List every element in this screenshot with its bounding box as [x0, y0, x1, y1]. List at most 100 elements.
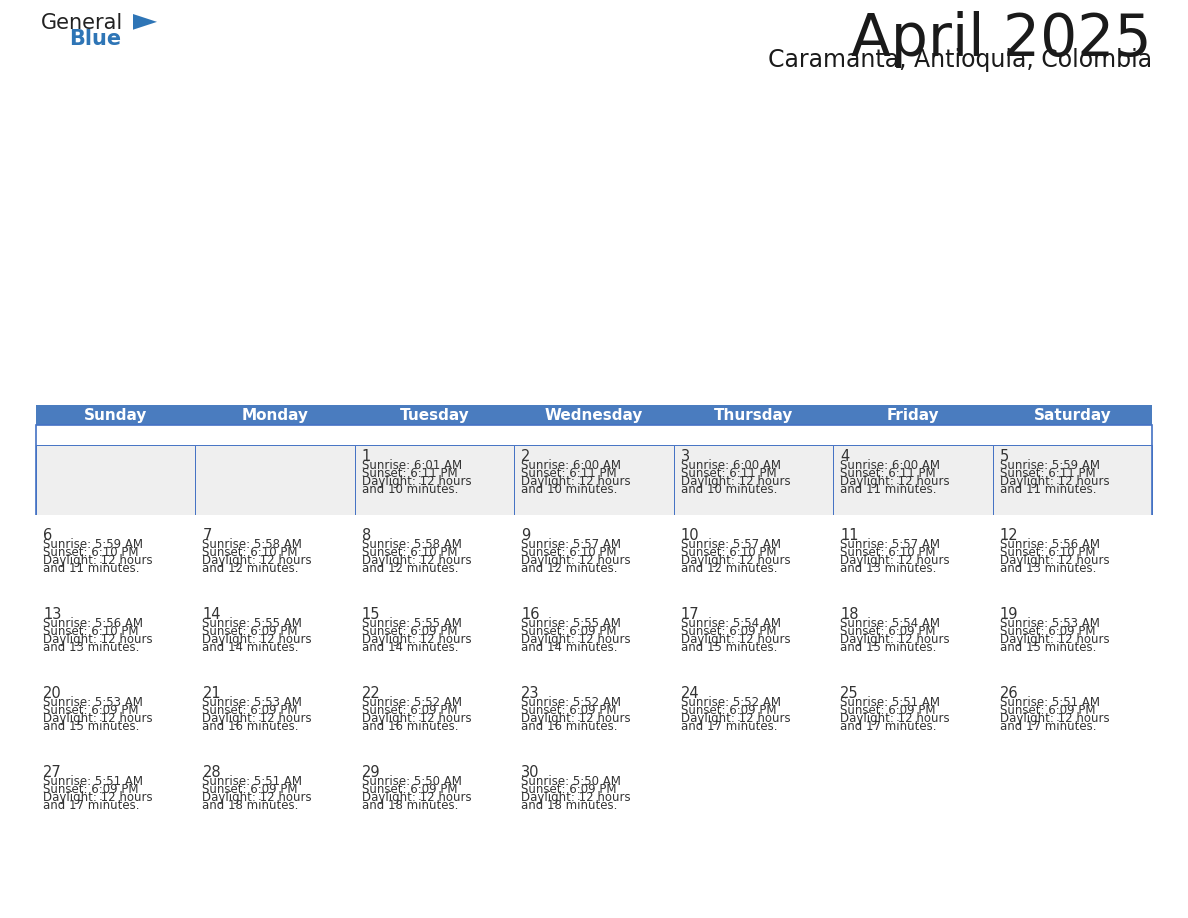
- Text: 28: 28: [202, 765, 221, 779]
- Text: Blue: Blue: [69, 28, 121, 49]
- Text: Sunset: 6:09 PM: Sunset: 6:09 PM: [840, 625, 936, 638]
- Text: Sunset: 6:09 PM: Sunset: 6:09 PM: [681, 704, 776, 717]
- Text: 6: 6: [43, 528, 52, 543]
- Text: Daylight: 12 hours: Daylight: 12 hours: [202, 554, 312, 567]
- Text: Thursday: Thursday: [714, 408, 794, 422]
- Bar: [355, 682, 514, 761]
- Text: Sunrise: 5:54 AM: Sunrise: 5:54 AM: [840, 617, 940, 630]
- Bar: [514, 445, 674, 524]
- Text: Sunset: 6:09 PM: Sunset: 6:09 PM: [681, 625, 776, 638]
- Text: Sunrise: 5:55 AM: Sunrise: 5:55 AM: [362, 617, 462, 630]
- Text: and 15 minutes.: and 15 minutes.: [681, 641, 777, 655]
- Bar: [36, 603, 196, 682]
- Text: Sunrise: 5:52 AM: Sunrise: 5:52 AM: [681, 696, 781, 709]
- Text: Sunrise: 5:58 AM: Sunrise: 5:58 AM: [362, 538, 462, 551]
- Polygon shape: [133, 14, 157, 29]
- Text: Sunrise: 5:57 AM: Sunrise: 5:57 AM: [681, 538, 781, 551]
- Text: Sunrise: 5:51 AM: Sunrise: 5:51 AM: [999, 696, 1100, 709]
- Bar: [196, 603, 355, 682]
- Text: Saturday: Saturday: [1034, 408, 1111, 422]
- Text: Daylight: 12 hours: Daylight: 12 hours: [840, 475, 949, 488]
- Text: Daylight: 12 hours: Daylight: 12 hours: [522, 475, 631, 488]
- Text: Sunrise: 5:57 AM: Sunrise: 5:57 AM: [522, 538, 621, 551]
- Text: Sunrise: 5:59 AM: Sunrise: 5:59 AM: [43, 538, 143, 551]
- Text: Daylight: 12 hours: Daylight: 12 hours: [43, 554, 152, 567]
- Text: Daylight: 12 hours: Daylight: 12 hours: [202, 791, 312, 804]
- Text: Sunset: 6:11 PM: Sunset: 6:11 PM: [362, 467, 457, 480]
- Text: Daylight: 12 hours: Daylight: 12 hours: [202, 712, 312, 725]
- Text: 7: 7: [202, 528, 211, 543]
- Text: Sunrise: 5:52 AM: Sunrise: 5:52 AM: [362, 696, 462, 709]
- Text: 12: 12: [999, 528, 1018, 543]
- Text: Daylight: 12 hours: Daylight: 12 hours: [522, 791, 631, 804]
- Bar: [355, 603, 514, 682]
- Text: 2: 2: [522, 449, 531, 464]
- Text: Sunset: 6:10 PM: Sunset: 6:10 PM: [999, 546, 1095, 559]
- Text: 19: 19: [999, 607, 1018, 621]
- Text: Sunrise: 5:54 AM: Sunrise: 5:54 AM: [681, 617, 781, 630]
- Text: Sunset: 6:09 PM: Sunset: 6:09 PM: [202, 783, 298, 796]
- Text: 10: 10: [681, 528, 700, 543]
- Text: Daylight: 12 hours: Daylight: 12 hours: [43, 712, 152, 725]
- Bar: [833, 445, 992, 524]
- Text: Sunset: 6:09 PM: Sunset: 6:09 PM: [43, 783, 139, 796]
- Text: Sunset: 6:10 PM: Sunset: 6:10 PM: [362, 546, 457, 559]
- Bar: [36, 405, 1152, 425]
- Text: 1: 1: [362, 449, 371, 464]
- Bar: [992, 603, 1152, 682]
- Text: Daylight: 12 hours: Daylight: 12 hours: [999, 712, 1110, 725]
- Text: Daylight: 12 hours: Daylight: 12 hours: [681, 475, 790, 488]
- Text: Sunset: 6:11 PM: Sunset: 6:11 PM: [522, 467, 617, 480]
- Text: and 16 minutes.: and 16 minutes.: [522, 720, 618, 733]
- Text: 25: 25: [840, 686, 859, 700]
- Bar: [674, 445, 833, 524]
- Text: Sunset: 6:10 PM: Sunset: 6:10 PM: [202, 546, 298, 559]
- Bar: [833, 603, 992, 682]
- Text: Wednesday: Wednesday: [545, 408, 643, 422]
- Text: 16: 16: [522, 607, 539, 621]
- Text: Sunrise: 5:53 AM: Sunrise: 5:53 AM: [202, 696, 302, 709]
- Text: Sunset: 6:11 PM: Sunset: 6:11 PM: [681, 467, 776, 480]
- Text: Sunset: 6:10 PM: Sunset: 6:10 PM: [681, 546, 776, 559]
- Text: Sunset: 6:09 PM: Sunset: 6:09 PM: [522, 704, 617, 717]
- Text: 14: 14: [202, 607, 221, 621]
- Text: Daylight: 12 hours: Daylight: 12 hours: [681, 554, 790, 567]
- Text: Sunset: 6:10 PM: Sunset: 6:10 PM: [840, 546, 936, 559]
- Text: and 18 minutes.: and 18 minutes.: [362, 799, 459, 812]
- Text: Sunrise: 6:01 AM: Sunrise: 6:01 AM: [362, 459, 462, 472]
- Bar: [514, 682, 674, 761]
- Text: and 11 minutes.: and 11 minutes.: [43, 562, 139, 575]
- Bar: [674, 524, 833, 603]
- Text: Sunrise: 5:56 AM: Sunrise: 5:56 AM: [43, 617, 143, 630]
- Text: and 15 minutes.: and 15 minutes.: [43, 720, 139, 733]
- Bar: [196, 524, 355, 603]
- Text: Sunset: 6:09 PM: Sunset: 6:09 PM: [840, 704, 936, 717]
- Text: Sunset: 6:11 PM: Sunset: 6:11 PM: [840, 467, 936, 480]
- Text: and 14 minutes.: and 14 minutes.: [202, 641, 299, 655]
- Text: Tuesday: Tuesday: [399, 408, 469, 422]
- Text: Sunrise: 5:57 AM: Sunrise: 5:57 AM: [840, 538, 940, 551]
- Text: Daylight: 12 hours: Daylight: 12 hours: [202, 633, 312, 646]
- Text: Sunrise: 5:56 AM: Sunrise: 5:56 AM: [999, 538, 1100, 551]
- Text: and 11 minutes.: and 11 minutes.: [840, 483, 936, 496]
- Text: Daylight: 12 hours: Daylight: 12 hours: [840, 712, 949, 725]
- Bar: [514, 761, 674, 840]
- Bar: [36, 682, 196, 761]
- Text: April 2025: April 2025: [852, 11, 1152, 68]
- Text: Sunrise: 5:51 AM: Sunrise: 5:51 AM: [202, 775, 303, 788]
- Text: Daylight: 12 hours: Daylight: 12 hours: [840, 554, 949, 567]
- Text: Sunrise: 5:59 AM: Sunrise: 5:59 AM: [999, 459, 1100, 472]
- Text: 13: 13: [43, 607, 62, 621]
- Text: and 17 minutes.: and 17 minutes.: [43, 799, 139, 812]
- Text: 17: 17: [681, 607, 700, 621]
- Text: and 13 minutes.: and 13 minutes.: [840, 562, 936, 575]
- Text: Daylight: 12 hours: Daylight: 12 hours: [362, 554, 472, 567]
- Text: Sunrise: 5:58 AM: Sunrise: 5:58 AM: [202, 538, 302, 551]
- Bar: [355, 445, 514, 524]
- Text: Sunset: 6:09 PM: Sunset: 6:09 PM: [43, 704, 139, 717]
- Bar: [674, 761, 833, 840]
- Text: and 18 minutes.: and 18 minutes.: [522, 799, 618, 812]
- Text: 26: 26: [999, 686, 1018, 700]
- Bar: [36, 445, 196, 524]
- Text: Daylight: 12 hours: Daylight: 12 hours: [999, 475, 1110, 488]
